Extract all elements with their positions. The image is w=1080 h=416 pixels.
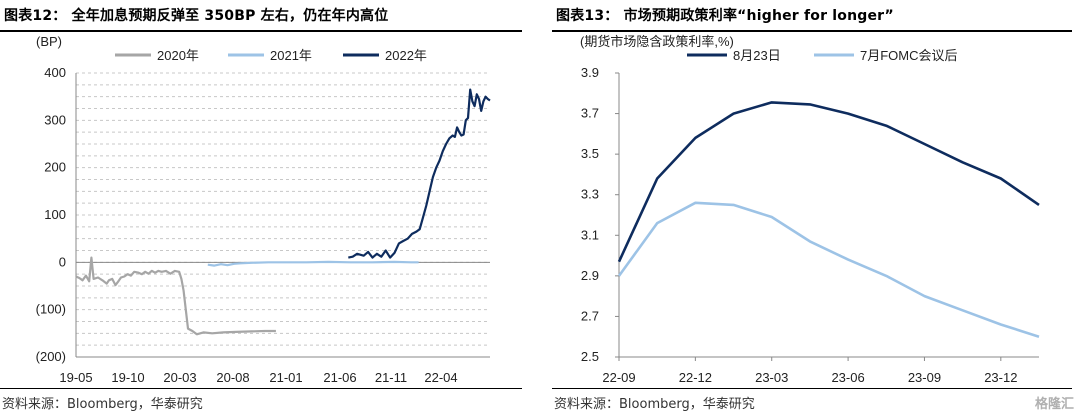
left-series-line <box>75 256 276 336</box>
right-y-tick-label: 3.7 <box>581 106 599 121</box>
watermark-logo: 格隆汇 <box>1034 397 1074 412</box>
left-x-tick-label: 19-05 <box>59 370 92 385</box>
left-y-axis-unit: (BP) <box>36 34 62 49</box>
right-chart-title: 图表13： 市场预期政策利率“higher for longer” <box>556 8 894 24</box>
left-y-tick-label: (200) <box>36 349 66 364</box>
right-legend-label: 8月23日 <box>733 48 781 63</box>
left-y-tick-label: 400 <box>44 65 66 80</box>
right-x-tick-label: 23-03 <box>755 370 788 385</box>
right-title-rule <box>552 30 1072 32</box>
left-x-tick-label: 21-01 <box>269 370 302 385</box>
right-x-tick-label: 23-12 <box>984 370 1017 385</box>
left-legend-label: 2021年 <box>270 48 312 63</box>
right-x-tick-label: 23-06 <box>831 370 864 385</box>
left-y-tick-label: 300 <box>44 112 66 127</box>
right-legend-label: 7月FOMC会议后 <box>860 48 958 63</box>
right-y-tick-label: 2.5 <box>581 349 599 364</box>
left-x-tick-label: 21-11 <box>375 370 407 385</box>
right-bottom-rule <box>552 388 1072 389</box>
left-x-tick-label: 19-10 <box>111 370 144 385</box>
right-x-tick-label: 22-09 <box>602 370 635 385</box>
right-y-tick-label: 3.9 <box>581 65 599 80</box>
right-x-tick-label: 22-12 <box>679 370 712 385</box>
left-series-line <box>207 260 419 267</box>
right-series-line <box>617 101 1040 263</box>
left-bottom-rule <box>0 388 522 389</box>
right-y-tick-label: 3.5 <box>581 146 599 161</box>
right-y-tick-label: 3.3 <box>581 187 599 202</box>
right-chart-svg: (期货市场隐含政策利率,%)3.93.73.53.33.12.92.72.522… <box>580 34 1040 385</box>
left-source-note: 资料来源：Bloomberg，华泰研究 <box>2 397 203 412</box>
right-y-tick-label: 2.7 <box>581 308 599 323</box>
left-y-tick-label: 0 <box>59 254 66 269</box>
left-chart-svg: (BP) 400 300 200 100 0 (100) (200) 19-05 19-10 20-… <box>36 34 491 385</box>
right-source-note: 资料来源：Bloomberg，华泰研究 <box>554 397 755 412</box>
left-y-tick-label: 100 <box>44 207 66 222</box>
right-y-axis-unit: (期货市场隐含政策利率,%) <box>580 34 734 49</box>
left-y-tick-label: 200 <box>44 160 66 175</box>
left-x-tick-label: 20-03 <box>163 370 196 385</box>
right-y-tick-label: 2.9 <box>581 268 599 283</box>
left-legend-label: 2020年 <box>157 48 199 63</box>
left-x-tick-label: 21-06 <box>323 370 356 385</box>
right-series-line <box>617 201 1040 338</box>
left-legend-label: 2022年 <box>385 48 427 63</box>
left-y-tick-label: (100) <box>36 302 66 317</box>
left-x-tick-label: 22-04 <box>424 370 457 385</box>
left-chart-panel: 图表12： 全年加息预期反弹至 350BP 左右，仍在年内高位 (BP) 400 3… <box>0 0 530 416</box>
left-title-rule <box>0 30 522 32</box>
right-y-tick-label: 3.1 <box>581 227 599 242</box>
right-x-tick-label: 23-09 <box>908 370 941 385</box>
right-chart-panel: 图表13： 市场预期政策利率“higher for longer” (期货市场隐… <box>552 0 1080 416</box>
left-series-line <box>348 88 491 259</box>
left-chart-title: 图表12： 全年加息预期反弹至 350BP 左右，仍在年内高位 <box>4 8 389 24</box>
left-x-tick-label: 20-08 <box>216 370 249 385</box>
